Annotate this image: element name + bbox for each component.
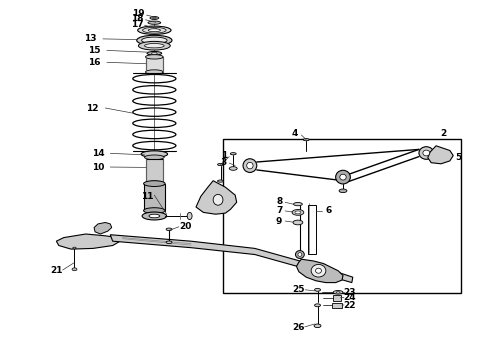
Text: 11: 11 [141, 192, 153, 201]
Ellipse shape [138, 41, 171, 50]
Text: 8: 8 [276, 197, 282, 206]
Ellipse shape [144, 208, 165, 213]
Ellipse shape [293, 220, 303, 225]
Ellipse shape [218, 180, 223, 182]
Text: 26: 26 [293, 323, 305, 332]
Ellipse shape [316, 268, 321, 273]
Text: 16: 16 [88, 58, 100, 67]
Polygon shape [428, 146, 453, 164]
Ellipse shape [149, 214, 160, 218]
Text: 2: 2 [441, 129, 446, 138]
Ellipse shape [144, 181, 165, 186]
Ellipse shape [333, 291, 343, 294]
Ellipse shape [336, 292, 340, 293]
Ellipse shape [166, 228, 172, 230]
Ellipse shape [340, 174, 346, 180]
Text: 12: 12 [86, 104, 98, 112]
Ellipse shape [247, 162, 253, 169]
Ellipse shape [311, 264, 326, 277]
Ellipse shape [145, 44, 164, 48]
Ellipse shape [137, 35, 172, 45]
Text: 21: 21 [50, 266, 63, 275]
Ellipse shape [295, 211, 301, 214]
Ellipse shape [423, 150, 430, 156]
Text: 7: 7 [276, 207, 283, 215]
Text: 1: 1 [221, 152, 227, 161]
Ellipse shape [315, 288, 320, 291]
Text: 23: 23 [343, 288, 356, 297]
Bar [144, 184, 165, 211]
Ellipse shape [150, 17, 159, 19]
Bar [332, 303, 342, 308]
Ellipse shape [152, 17, 156, 19]
Ellipse shape [146, 55, 163, 59]
Ellipse shape [141, 151, 168, 157]
Ellipse shape [336, 170, 350, 184]
Text: 9: 9 [275, 217, 282, 226]
Text: 13: 13 [84, 34, 97, 43]
Text: 22: 22 [343, 301, 356, 310]
Polygon shape [56, 234, 120, 249]
Ellipse shape [142, 212, 167, 220]
Ellipse shape [213, 194, 223, 205]
Text: 19: 19 [132, 9, 145, 18]
Text: 24: 24 [343, 293, 356, 302]
Ellipse shape [148, 21, 161, 24]
Ellipse shape [147, 51, 162, 55]
Ellipse shape [303, 139, 309, 141]
Ellipse shape [295, 251, 304, 258]
Ellipse shape [187, 212, 192, 220]
Text: 6: 6 [325, 206, 331, 215]
Text: 10: 10 [92, 163, 104, 172]
Ellipse shape [315, 304, 320, 307]
Ellipse shape [294, 202, 302, 206]
Ellipse shape [339, 189, 347, 193]
Ellipse shape [243, 159, 257, 172]
Ellipse shape [298, 253, 302, 256]
Ellipse shape [218, 163, 223, 166]
Polygon shape [196, 181, 237, 214]
Text: 3: 3 [220, 158, 226, 167]
Ellipse shape [230, 153, 236, 155]
Ellipse shape [292, 210, 304, 215]
Ellipse shape [146, 70, 163, 74]
Ellipse shape [229, 167, 237, 170]
Text: 4: 4 [292, 129, 298, 138]
Text: 15: 15 [88, 46, 101, 55]
Text: 18: 18 [131, 14, 144, 23]
Polygon shape [110, 235, 353, 283]
Bar [223, 139, 461, 293]
Ellipse shape [151, 53, 157, 54]
Polygon shape [296, 259, 343, 283]
Ellipse shape [72, 268, 77, 271]
Text: 5: 5 [456, 153, 462, 162]
Bar [146, 159, 163, 184]
Text: 17: 17 [131, 19, 144, 29]
Polygon shape [94, 222, 112, 234]
Bar [333, 295, 341, 301]
Bar [146, 57, 163, 72]
Ellipse shape [73, 247, 76, 249]
Ellipse shape [145, 155, 164, 160]
Text: 25: 25 [293, 285, 305, 294]
Ellipse shape [145, 181, 164, 186]
Ellipse shape [314, 324, 321, 328]
Ellipse shape [142, 37, 167, 44]
Ellipse shape [148, 29, 161, 32]
Ellipse shape [419, 147, 434, 159]
Text: 14: 14 [92, 149, 104, 158]
Ellipse shape [138, 26, 171, 34]
Text: 20: 20 [179, 222, 192, 231]
Ellipse shape [166, 241, 172, 243]
